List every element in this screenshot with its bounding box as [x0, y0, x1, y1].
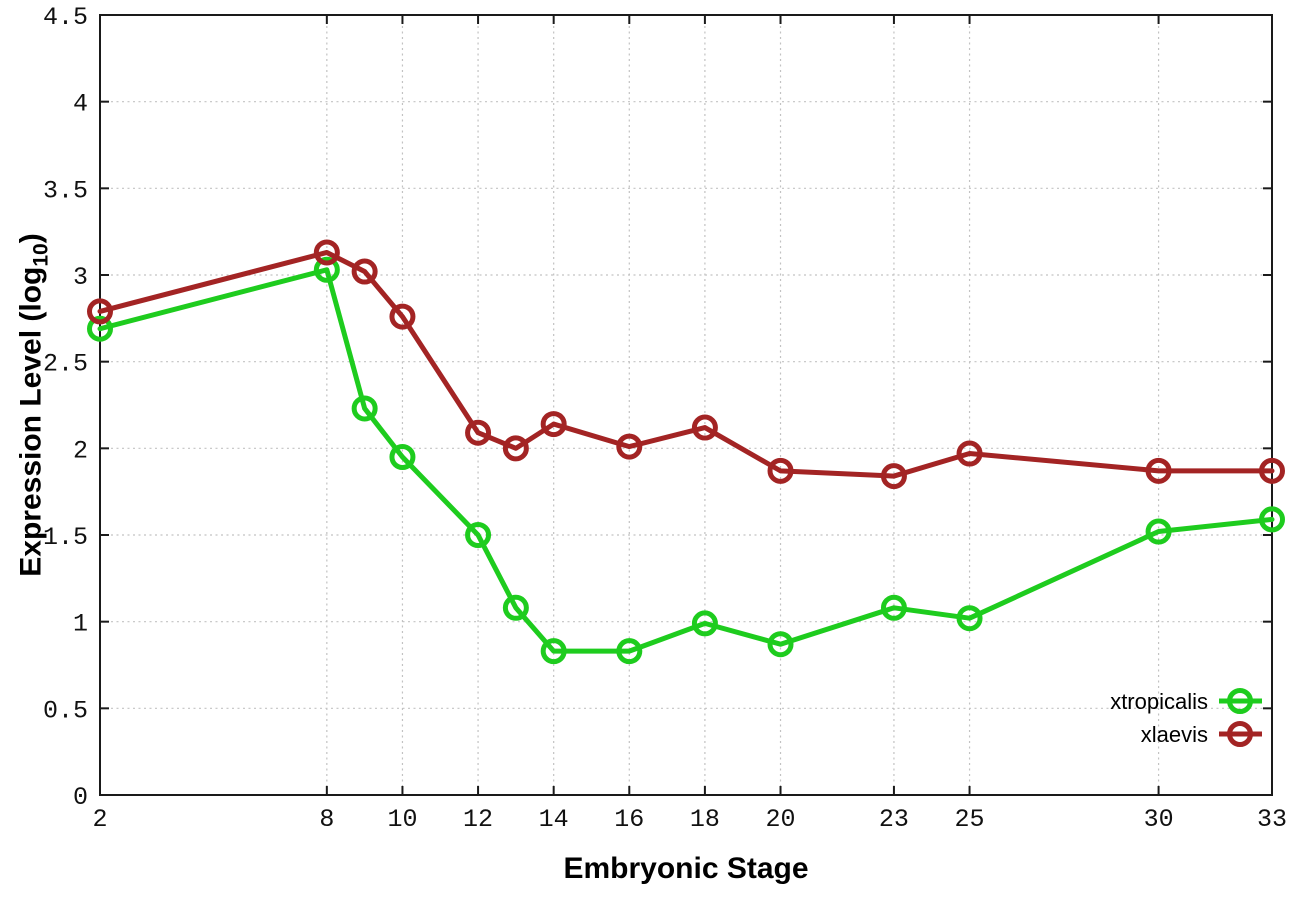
x-tick-label: 33: [1257, 805, 1287, 834]
x-tick-label: 16: [614, 805, 644, 834]
series-xtropicalis-line: [97, 267, 1275, 654]
series-xlaevis-marker: [880, 463, 907, 490]
x-tick-label: 25: [955, 805, 985, 834]
series-xlaevis-marker: [616, 433, 643, 460]
legend-sample-marker-xtropicalis: [1227, 688, 1253, 714]
series-xlaevis-marker: [691, 414, 718, 441]
y-tick-label: 2: [73, 436, 88, 465]
x-axis-label-text: Embryonic Stage: [563, 852, 809, 885]
legend-label-xtropicalis: xtropicalis: [1110, 689, 1208, 714]
y-tick-label: 0.5: [43, 696, 88, 725]
series-xtropicalis-marker: [389, 444, 416, 470]
series-xlaevis-marker: [540, 411, 567, 438]
x-tick-label: 2: [92, 805, 107, 834]
series-xtropicalis-marker: [540, 638, 567, 665]
series-xlaevis-marker: [767, 457, 794, 484]
plot-border: [99, 14, 1273, 796]
series-xlaevis-marker: [313, 239, 340, 266]
y-axis-label-subscript: 10: [29, 243, 53, 267]
series-xtropicalis-marker: [691, 610, 718, 637]
series-xtropicalis-marker: [880, 594, 907, 621]
series-xtropicalis-marker: [465, 522, 492, 548]
y-tick-label: 3.5: [43, 176, 88, 205]
series-xlaevis-marker: [351, 258, 378, 285]
series-xlaevis-marker: [956, 440, 983, 467]
series-xtropicalis-marker: [1145, 518, 1172, 545]
y-tick-label: 4: [73, 90, 88, 119]
series-xtropicalis-marker: [1259, 506, 1285, 533]
y-axis-label-text: Expression Level (log: [14, 266, 48, 577]
x-tick-label: 23: [879, 805, 909, 834]
series-xlaevis-marker: [502, 435, 529, 462]
series-xtropicalis-marker: [616, 638, 643, 665]
series-xlaevis-marker: [87, 298, 113, 325]
series-xlaevis: [87, 239, 1285, 490]
x-tick-label: 10: [387, 805, 417, 834]
y-tick-label: 1.5: [43, 523, 88, 552]
x-tick-label: 14: [539, 805, 569, 834]
series-xlaevis-marker: [465, 419, 492, 446]
series-xtropicalis-marker: [87, 315, 113, 342]
y-tick-label: 4.5: [43, 3, 88, 32]
tick-marks: [99, 14, 1273, 796]
legend-label-xlaevis: xlaevis: [1141, 722, 1208, 747]
series-xlaevis-line: [97, 249, 1275, 479]
series-xtropicalis-marker: [351, 395, 378, 422]
y-tick-label: 1: [73, 610, 88, 639]
series-xlaevis-marker: [1259, 457, 1285, 484]
series-xtropicalis: [87, 256, 1285, 665]
series-xtropicalis-marker: [502, 594, 529, 621]
series-xlaevis-marker: [389, 303, 416, 330]
x-tick-label: 30: [1144, 805, 1174, 834]
series-xtropicalis-marker: [767, 631, 794, 658]
series-xlaevis-marker: [1145, 457, 1172, 484]
y-tick-label: 0: [73, 783, 88, 812]
y-axis-label-suffix: ): [14, 233, 48, 244]
legend-sample-marker-xlaevis: [1227, 721, 1253, 747]
x-tick-label: 20: [766, 805, 796, 834]
series-xtropicalis-marker: [956, 605, 983, 632]
x-axis-label: Embryonic Stage: [563, 852, 808, 886]
x-tick-label: 8: [319, 805, 334, 834]
series-xtropicalis-marker: [313, 256, 340, 283]
x-tick-label: 18: [690, 805, 720, 834]
gridlines: [99, 14, 1273, 795]
y-tick-label: 3: [73, 263, 88, 292]
x-tick-label: 12: [463, 805, 493, 834]
legend: xtropicalis xlaevis: [1110, 688, 1262, 747]
y-tick-label: 2.5: [43, 350, 88, 379]
y-axis-label: Expression Level (log10): [15, 233, 54, 576]
